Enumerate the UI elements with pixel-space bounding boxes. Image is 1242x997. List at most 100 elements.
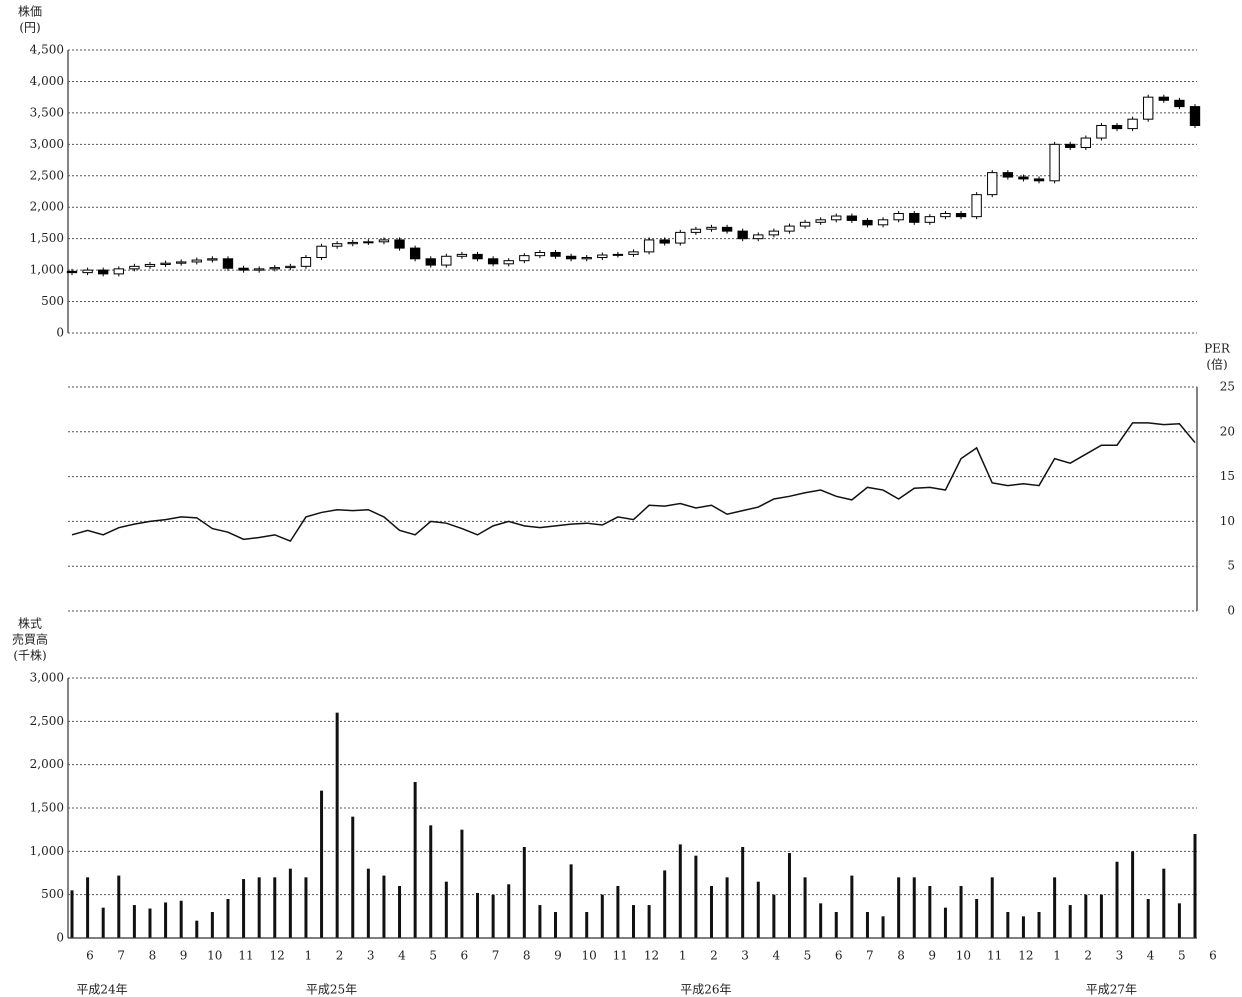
candle-body [300, 257, 312, 267]
y-tick-label: 1,500 [30, 231, 64, 245]
y-tick-label: 0 [1227, 604, 1235, 618]
candle-body [675, 231, 686, 244]
candle-body [269, 267, 280, 270]
bar [382, 875, 386, 938]
bar [819, 903, 823, 938]
bar [803, 877, 807, 938]
x-tick-label: 11 [987, 949, 1002, 963]
candle-body [987, 172, 998, 196]
candle-body [659, 239, 670, 244]
bar [491, 894, 495, 938]
bar [351, 816, 355, 938]
bar [522, 847, 526, 938]
candle-body [1065, 143, 1076, 148]
x-tick-label: 8 [523, 949, 531, 963]
candle-body [1033, 178, 1045, 182]
bar [975, 899, 979, 938]
bar [585, 912, 589, 938]
candle-body [1127, 118, 1138, 130]
x-tick-label: 11 [613, 949, 628, 963]
bar [1162, 868, 1166, 938]
x-tick-label: 9 [554, 949, 562, 963]
x-tick-label: 2 [710, 949, 718, 963]
x-tick-label: 4 [772, 949, 780, 963]
candle-body [643, 239, 655, 253]
y-axis-label: (倍) [1206, 357, 1227, 372]
bar [787, 853, 791, 938]
y-tick-label: 1,000 [30, 263, 64, 277]
candle-body [503, 260, 514, 265]
x-tick-label: 3 [1116, 949, 1124, 963]
candle-body [737, 230, 748, 240]
candle-body [409, 247, 421, 260]
candle-body [1080, 137, 1091, 148]
x-tick-label: 9 [180, 949, 188, 963]
bar [335, 712, 339, 938]
y-tick-label: 3,000 [30, 137, 64, 151]
bar [741, 847, 745, 938]
candle-body [207, 258, 218, 261]
bar [304, 877, 308, 938]
candle-body [160, 262, 171, 265]
y-axis-label: 売買高 [12, 632, 48, 647]
x-tick-label: 6 [461, 949, 469, 963]
candle-body [176, 261, 187, 264]
candle-body [222, 258, 234, 269]
candle-body [347, 241, 358, 245]
y-tick-label: 0 [56, 326, 64, 340]
bar [398, 886, 402, 938]
candle-body [66, 270, 78, 274]
candle-body [955, 213, 967, 218]
bar [1193, 834, 1197, 938]
y-tick-label: 3,500 [30, 105, 64, 119]
bar [709, 886, 713, 938]
x-tick-label: 7 [866, 949, 874, 963]
bar [179, 900, 183, 938]
bar [538, 905, 542, 938]
bar [476, 892, 480, 938]
candle-body [253, 268, 265, 271]
candle-body [706, 226, 717, 230]
candle-body [363, 241, 374, 244]
bar [600, 894, 604, 938]
bar [678, 844, 682, 938]
x-tick-label: 1 [1053, 949, 1061, 963]
x-tick-label: 9 [928, 949, 936, 963]
candle-body [753, 234, 764, 240]
bar [70, 890, 74, 938]
candle-body [316, 245, 327, 259]
bar [881, 916, 885, 938]
candle-body [721, 226, 733, 232]
bar [288, 868, 292, 938]
x-tick-label: 5 [429, 949, 437, 963]
candle-body [1018, 176, 1029, 180]
candle-body [815, 219, 826, 223]
bar [865, 912, 869, 938]
y-tick-label: 0 [56, 931, 64, 945]
candle-body [113, 268, 124, 275]
bar [242, 879, 246, 938]
y-tick-label: 5 [1227, 559, 1235, 573]
candle-body [487, 258, 499, 265]
candle-body [441, 255, 452, 266]
candle-body [581, 257, 592, 260]
candle-body [98, 269, 109, 275]
candle-body [1096, 124, 1107, 139]
candle-body [425, 258, 436, 266]
bar [959, 886, 963, 938]
x-tick-label: 7 [117, 949, 125, 963]
candle-body [862, 219, 873, 226]
y-tick-label: 4,500 [30, 43, 64, 57]
bar [1115, 861, 1119, 938]
y-tick-label: 2,000 [30, 200, 64, 214]
x-tick-label: 7 [492, 949, 500, 963]
candle-body [1189, 106, 1201, 126]
y-tick-label: 10 [1220, 514, 1235, 528]
bar [1099, 894, 1103, 938]
bar [632, 905, 635, 938]
candle-body [331, 243, 343, 247]
bar [834, 912, 838, 938]
y-axis-label: PER [1204, 342, 1231, 356]
bar [1068, 905, 1072, 938]
candle-body [971, 194, 982, 218]
